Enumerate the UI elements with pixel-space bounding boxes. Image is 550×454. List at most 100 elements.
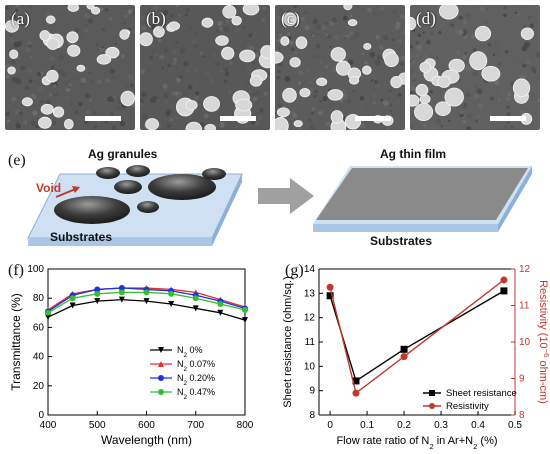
texture-dot bbox=[359, 96, 365, 101]
texture-dot bbox=[140, 98, 145, 104]
texture-dot bbox=[457, 111, 461, 114]
texture-dot bbox=[282, 23, 286, 28]
texture-dot bbox=[18, 111, 23, 116]
texture-dot bbox=[122, 21, 127, 25]
texture-dot bbox=[194, 31, 199, 36]
panel-label-c: (c) bbox=[281, 9, 300, 28]
texture-dot bbox=[205, 70, 210, 76]
texture-dot bbox=[309, 81, 312, 84]
texture-dot bbox=[9, 33, 12, 37]
panel-label-b: (b) bbox=[146, 9, 166, 28]
panel-label-e: (e) bbox=[8, 152, 26, 169]
ag-particle bbox=[120, 90, 135, 107]
texture-dot bbox=[252, 93, 255, 96]
texture-dot bbox=[439, 43, 444, 48]
data-point bbox=[158, 347, 164, 353]
texture-dot bbox=[246, 45, 251, 49]
texture-dot bbox=[162, 83, 168, 89]
granule bbox=[54, 196, 130, 224]
texture-dot bbox=[259, 108, 264, 113]
texture-dot bbox=[510, 125, 515, 130]
texture-dot bbox=[15, 78, 22, 85]
texture-dot bbox=[328, 103, 334, 109]
sem-particles-c bbox=[275, 5, 405, 130]
texture-dot bbox=[251, 61, 256, 65]
ag-particle bbox=[242, 5, 260, 16]
texture-dot bbox=[386, 28, 389, 31]
sem-image-a: (a) bbox=[5, 5, 135, 130]
sem-particles-a bbox=[5, 5, 135, 130]
texture-dot bbox=[195, 44, 198, 47]
ag-particle bbox=[469, 51, 488, 71]
ag-particle bbox=[46, 37, 60, 50]
texture-dot bbox=[342, 10, 348, 16]
texture-dot bbox=[377, 39, 381, 44]
texture-dot bbox=[366, 106, 369, 109]
texture-dot bbox=[112, 120, 117, 125]
texture-dot bbox=[15, 120, 19, 124]
texture-dot bbox=[165, 111, 171, 116]
ag-particle bbox=[66, 31, 79, 44]
ag-particle bbox=[239, 49, 256, 63]
texture-dot bbox=[110, 74, 116, 81]
ag-particle bbox=[203, 96, 220, 112]
texture-dot bbox=[533, 70, 537, 74]
texture-dot bbox=[435, 55, 439, 59]
texture-dot bbox=[483, 19, 488, 24]
texture-dot bbox=[504, 50, 509, 54]
transition-arrow bbox=[258, 178, 314, 214]
data-point bbox=[400, 345, 408, 353]
texture-dot bbox=[306, 69, 309, 72]
ag-particle bbox=[145, 118, 160, 130]
texture-dot bbox=[303, 116, 307, 120]
texture-dot bbox=[167, 63, 171, 68]
texture-dot bbox=[349, 31, 354, 36]
texture-dot bbox=[99, 7, 104, 11]
transmittance-chart: 400 500 600 700 800 0 20 40 60 80 100 Wavelength (n… bbox=[9, 264, 254, 447]
texture-dot bbox=[5, 74, 10, 79]
texture-dot bbox=[297, 126, 302, 130]
texture-dot bbox=[90, 50, 94, 54]
texture-dot bbox=[341, 93, 348, 100]
texture-dot bbox=[219, 69, 223, 73]
texture-dot bbox=[352, 90, 355, 93]
legend-label: Resistivity bbox=[446, 401, 489, 412]
texture-dot bbox=[520, 73, 526, 80]
texture-dot bbox=[86, 110, 90, 114]
texture-dot bbox=[74, 27, 80, 33]
texture-dot bbox=[262, 6, 267, 10]
legend-label: N2 0.47% bbox=[177, 387, 215, 401]
texture-dot bbox=[372, 98, 375, 101]
texture-dot bbox=[417, 33, 422, 38]
texture-dot bbox=[29, 55, 33, 59]
texture-dot bbox=[506, 112, 511, 117]
series-line bbox=[329, 279, 505, 395]
texture-dot bbox=[532, 49, 537, 54]
texture-dot bbox=[153, 110, 158, 115]
legend-label: N2 0.20% bbox=[177, 373, 215, 387]
texture-dot bbox=[67, 86, 70, 89]
texture-dot bbox=[480, 6, 486, 12]
y-tick-label-right: 10 bbox=[519, 337, 531, 348]
texture-dot bbox=[105, 78, 110, 83]
ag-particle bbox=[215, 35, 229, 46]
texture-dot bbox=[430, 31, 434, 35]
texture-dot bbox=[412, 79, 416, 82]
texture-dot bbox=[464, 51, 468, 55]
texture-dot bbox=[502, 125, 509, 130]
texture-dot bbox=[294, 51, 298, 55]
y-tick-label-right: 11 bbox=[519, 301, 530, 312]
texture-dot bbox=[490, 96, 494, 101]
texture-dot bbox=[311, 54, 316, 58]
ag-particle bbox=[40, 103, 54, 115]
texture-dot bbox=[387, 98, 393, 103]
texture-dot bbox=[298, 70, 304, 76]
data-point bbox=[192, 305, 199, 312]
data-point bbox=[94, 290, 101, 297]
texture-dot bbox=[522, 63, 527, 68]
texture-dot bbox=[465, 12, 472, 19]
texture-dot bbox=[116, 106, 122, 112]
x-tick-label: 0.4 bbox=[471, 420, 485, 431]
texture-dot bbox=[252, 96, 258, 102]
ag-particle bbox=[119, 29, 130, 40]
